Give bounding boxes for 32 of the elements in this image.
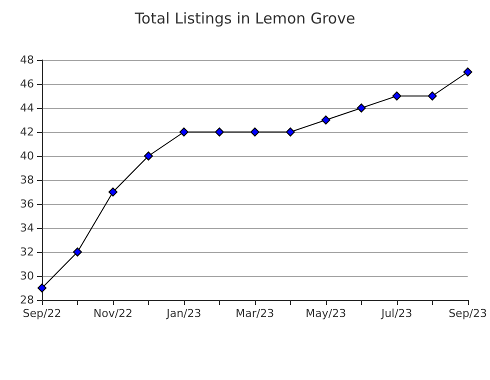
point [286,128,295,136]
y-tick-label: 32 [20,246,34,258]
x-tick-label: Sep/23 [448,307,487,320]
point [463,68,472,76]
y-tick-label: 34 [20,222,34,234]
x-tick-label: Sep/22 [22,307,62,320]
y-tick-label: 38 [20,174,34,186]
y-tick-label: 44 [20,102,34,114]
point [38,284,46,292]
point [179,128,188,136]
point [356,104,366,112]
point [214,128,224,136]
y-tick-label: 42 [20,126,34,138]
point [144,152,153,160]
x-tick-label: Jul/23 [380,307,412,320]
point [250,128,260,136]
x-tick-label: Mar/23 [236,307,274,320]
chart-title: Total Listings in Lemon Grove [134,10,356,28]
x-tick-label: Nov/22 [93,307,133,320]
y-tick-label: 36 [20,198,34,210]
y-tick-label: 46 [20,78,34,90]
point [392,92,402,100]
point [428,92,437,100]
point [72,248,82,256]
x-tick-label: Jan/23 [166,307,202,320]
point [108,188,118,196]
y-tick-label: 48 [20,54,34,66]
point [321,116,330,124]
y-tick-label: 40 [20,150,34,162]
y-tick-label: 28 [20,294,34,306]
x-tick-label: May/23 [306,307,346,320]
y-tick-label: 30 [20,270,34,282]
